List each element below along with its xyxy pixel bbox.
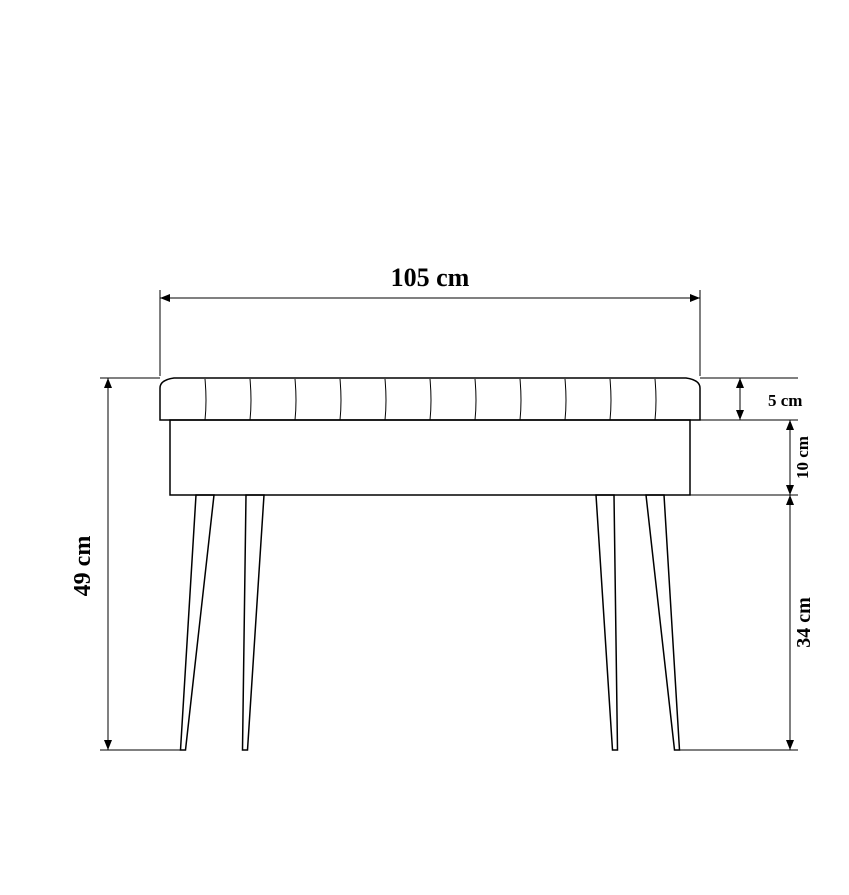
arrowhead: [104, 378, 112, 388]
cushion-channel-line: [250, 379, 251, 420]
dim-label-34: 34 cm: [793, 597, 815, 648]
cushion-channel-line: [475, 379, 476, 420]
arrowhead: [104, 740, 112, 750]
leg-front-left: [181, 495, 215, 750]
cushion-channel-line: [430, 379, 431, 420]
apron-outline: [170, 420, 690, 495]
cushion-channel-line: [610, 379, 611, 420]
cushion-channel-line: [205, 379, 206, 420]
leg-back-left: [243, 495, 265, 750]
cushion-channel-line: [520, 379, 521, 420]
arrowhead: [786, 740, 794, 750]
dim-label-height: 49 cm: [70, 536, 96, 597]
arrowhead: [786, 495, 794, 505]
dim-label-10: 10 cm: [793, 436, 812, 479]
cushion-channel-line: [565, 379, 566, 420]
cushion-channel-line: [655, 379, 656, 420]
arrowhead: [736, 410, 744, 420]
leg-front-right: [646, 495, 680, 750]
arrowhead: [786, 485, 794, 495]
dim-label-width: 105 cm: [391, 263, 470, 292]
arrowhead: [160, 294, 170, 302]
cushion-channel-line: [385, 379, 386, 420]
cushion-channel-line: [340, 379, 341, 420]
dim-label-5: 5 cm: [768, 391, 802, 410]
leg-back-right: [596, 495, 618, 750]
arrowhead: [736, 378, 744, 388]
cushion-channel-line: [295, 379, 296, 420]
arrowhead: [690, 294, 700, 302]
arrowhead: [786, 420, 794, 430]
